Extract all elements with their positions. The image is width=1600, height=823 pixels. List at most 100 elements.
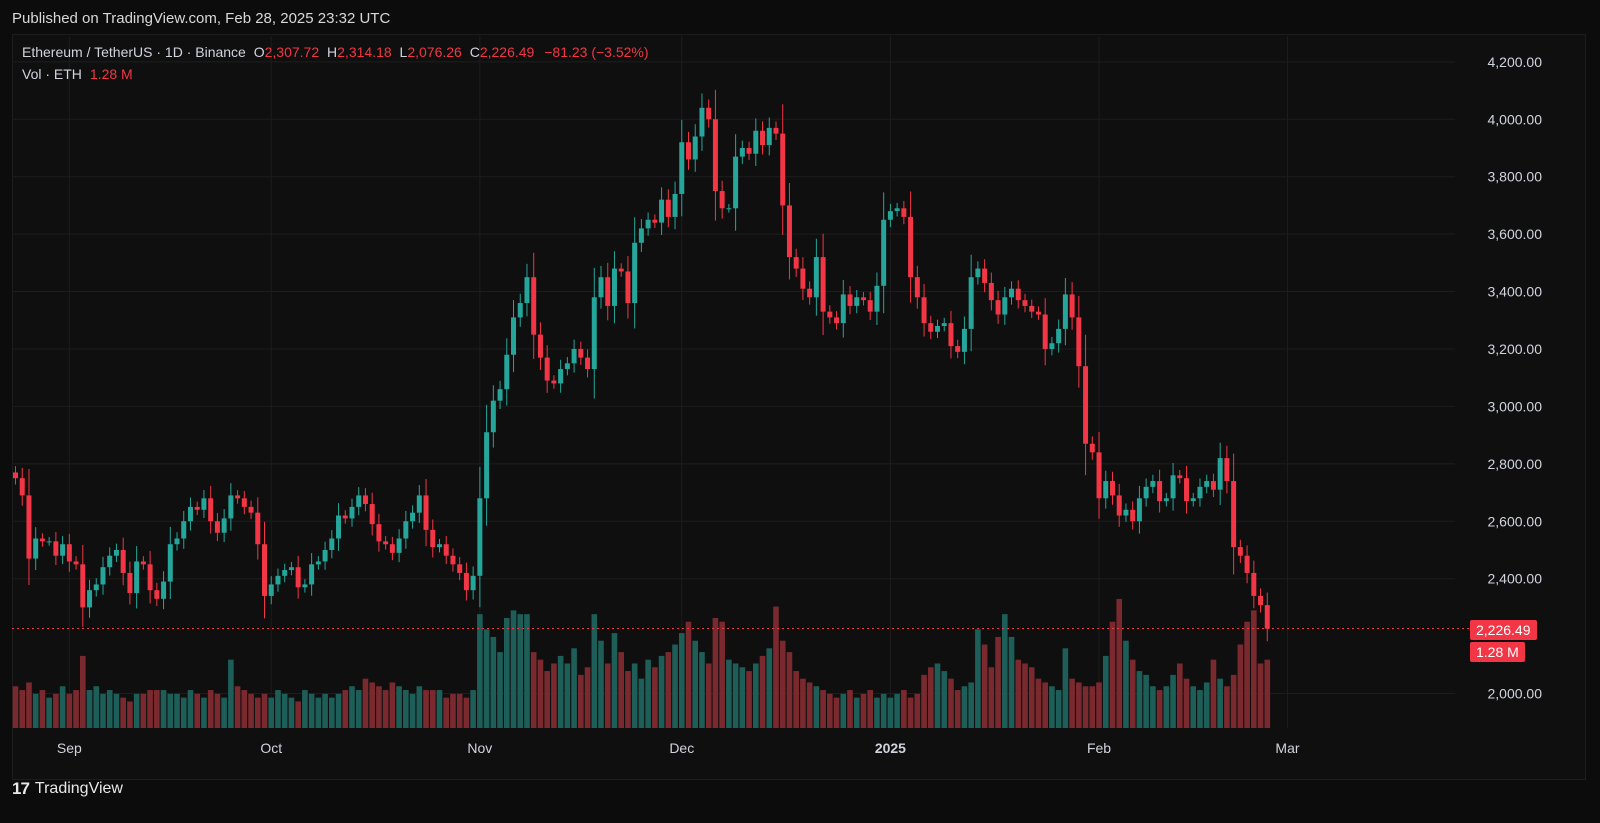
candle-body bbox=[342, 515, 348, 519]
open-key: O bbox=[253, 44, 265, 60]
price-tick-label: 2,000.00 bbox=[1488, 686, 1543, 702]
candle-body bbox=[39, 538, 45, 542]
volume-bar bbox=[187, 690, 194, 728]
volume-bar bbox=[658, 655, 665, 728]
volume-bar bbox=[329, 697, 335, 728]
volume-bar bbox=[295, 701, 301, 728]
footer-brand[interactable]: 17 TradingView bbox=[12, 778, 123, 800]
volume-bar bbox=[1257, 663, 1264, 728]
candle-body bbox=[87, 590, 93, 608]
volume-bar bbox=[275, 690, 281, 728]
candle-body bbox=[1197, 486, 1203, 499]
candle-body bbox=[531, 277, 537, 335]
chart-panel[interactable] bbox=[12, 34, 1586, 780]
symbol-label[interactable]: Ethereum / TetherUS · 1D · Binance bbox=[22, 44, 246, 60]
volume-bar bbox=[631, 663, 638, 728]
candle-body bbox=[383, 541, 389, 545]
volume-bar bbox=[766, 648, 773, 728]
candle-body bbox=[322, 549, 328, 562]
volume-bar bbox=[726, 659, 732, 728]
volume-bar bbox=[638, 678, 645, 728]
volume-value: 1.28 M bbox=[89, 66, 133, 82]
volume-bar bbox=[901, 690, 907, 728]
volume-bar bbox=[759, 655, 766, 728]
volume-bar bbox=[705, 663, 712, 728]
volume-bar bbox=[894, 693, 900, 728]
candle-body bbox=[336, 515, 342, 539]
candle-body bbox=[134, 561, 140, 594]
volume-bar bbox=[732, 663, 739, 728]
volume-bar bbox=[1217, 678, 1223, 728]
volume-bar bbox=[416, 686, 423, 728]
candle-body bbox=[1130, 509, 1136, 522]
symbol-legend[interactable]: Ethereum / TetherUS · 1D · Binance O2,30… bbox=[22, 44, 649, 60]
candle-body bbox=[1163, 498, 1169, 502]
candle-body bbox=[1251, 572, 1257, 596]
volume-bar bbox=[167, 693, 174, 728]
high-value: 2,314.18 bbox=[337, 44, 392, 60]
volume-bar bbox=[154, 690, 160, 728]
candle-body bbox=[638, 228, 644, 243]
candle-body bbox=[1029, 305, 1035, 312]
volume-bar bbox=[1076, 682, 1082, 728]
volume-bar bbox=[1156, 690, 1163, 728]
candle-body bbox=[484, 432, 490, 499]
candle-body bbox=[1170, 475, 1176, 499]
volume-bar bbox=[820, 690, 826, 728]
candle-body bbox=[73, 561, 79, 565]
candle-body bbox=[1210, 481, 1216, 490]
volume-bar bbox=[719, 621, 725, 728]
volume-bar bbox=[914, 693, 921, 728]
volume-bar bbox=[1089, 686, 1096, 728]
candle-body bbox=[187, 506, 193, 522]
candle-body bbox=[1076, 317, 1082, 367]
candle-body bbox=[692, 136, 698, 160]
candle-body bbox=[1015, 288, 1021, 301]
candle-body bbox=[288, 567, 294, 571]
candle-body bbox=[739, 147, 745, 157]
candle-body bbox=[1062, 294, 1068, 329]
volume-bar bbox=[1237, 644, 1244, 728]
candle-body bbox=[699, 107, 705, 137]
candle-body bbox=[558, 369, 564, 384]
volume-bar bbox=[1035, 678, 1042, 728]
volume-bar bbox=[524, 614, 530, 728]
volume-bar bbox=[712, 617, 719, 728]
price-tick-label: 3,000.00 bbox=[1488, 398, 1543, 414]
volume-layer bbox=[12, 598, 1271, 728]
candle-body bbox=[309, 564, 315, 585]
time-tick-label: Nov bbox=[467, 740, 492, 756]
candle-body bbox=[1224, 458, 1230, 482]
candle-body bbox=[228, 495, 234, 519]
price-tick-label: 3,600.00 bbox=[1488, 226, 1543, 242]
candle-body bbox=[672, 193, 678, 217]
volume-bar bbox=[429, 690, 436, 728]
candle-body bbox=[504, 354, 510, 390]
candle-body bbox=[773, 127, 779, 134]
volume-bar bbox=[880, 693, 887, 728]
candle-body bbox=[598, 277, 604, 298]
candle-body bbox=[214, 521, 220, 533]
price-tick-label: 4,200.00 bbox=[1488, 54, 1543, 70]
volume-bar bbox=[443, 697, 450, 728]
volume-bar bbox=[160, 690, 167, 728]
volume-bar bbox=[517, 614, 524, 728]
volume-bar bbox=[598, 640, 604, 728]
candle-body bbox=[712, 119, 718, 192]
price-tick-label: 3,200.00 bbox=[1488, 341, 1543, 357]
close-key: C bbox=[469, 44, 480, 60]
candle-body bbox=[793, 257, 799, 269]
candle-body bbox=[362, 495, 368, 505]
candle-body bbox=[201, 498, 207, 510]
candle-body bbox=[686, 142, 691, 160]
candle-body bbox=[645, 219, 651, 229]
volume-bar bbox=[921, 674, 927, 728]
close-value: 2,226.49 bbox=[479, 44, 535, 60]
candle-body bbox=[369, 504, 375, 525]
volume-bar bbox=[1042, 682, 1048, 728]
volume-legend[interactable]: Vol · ETH 1.28 M bbox=[22, 66, 133, 82]
candle-body bbox=[517, 303, 523, 318]
candle-body bbox=[181, 521, 187, 539]
candle-body bbox=[585, 357, 591, 370]
